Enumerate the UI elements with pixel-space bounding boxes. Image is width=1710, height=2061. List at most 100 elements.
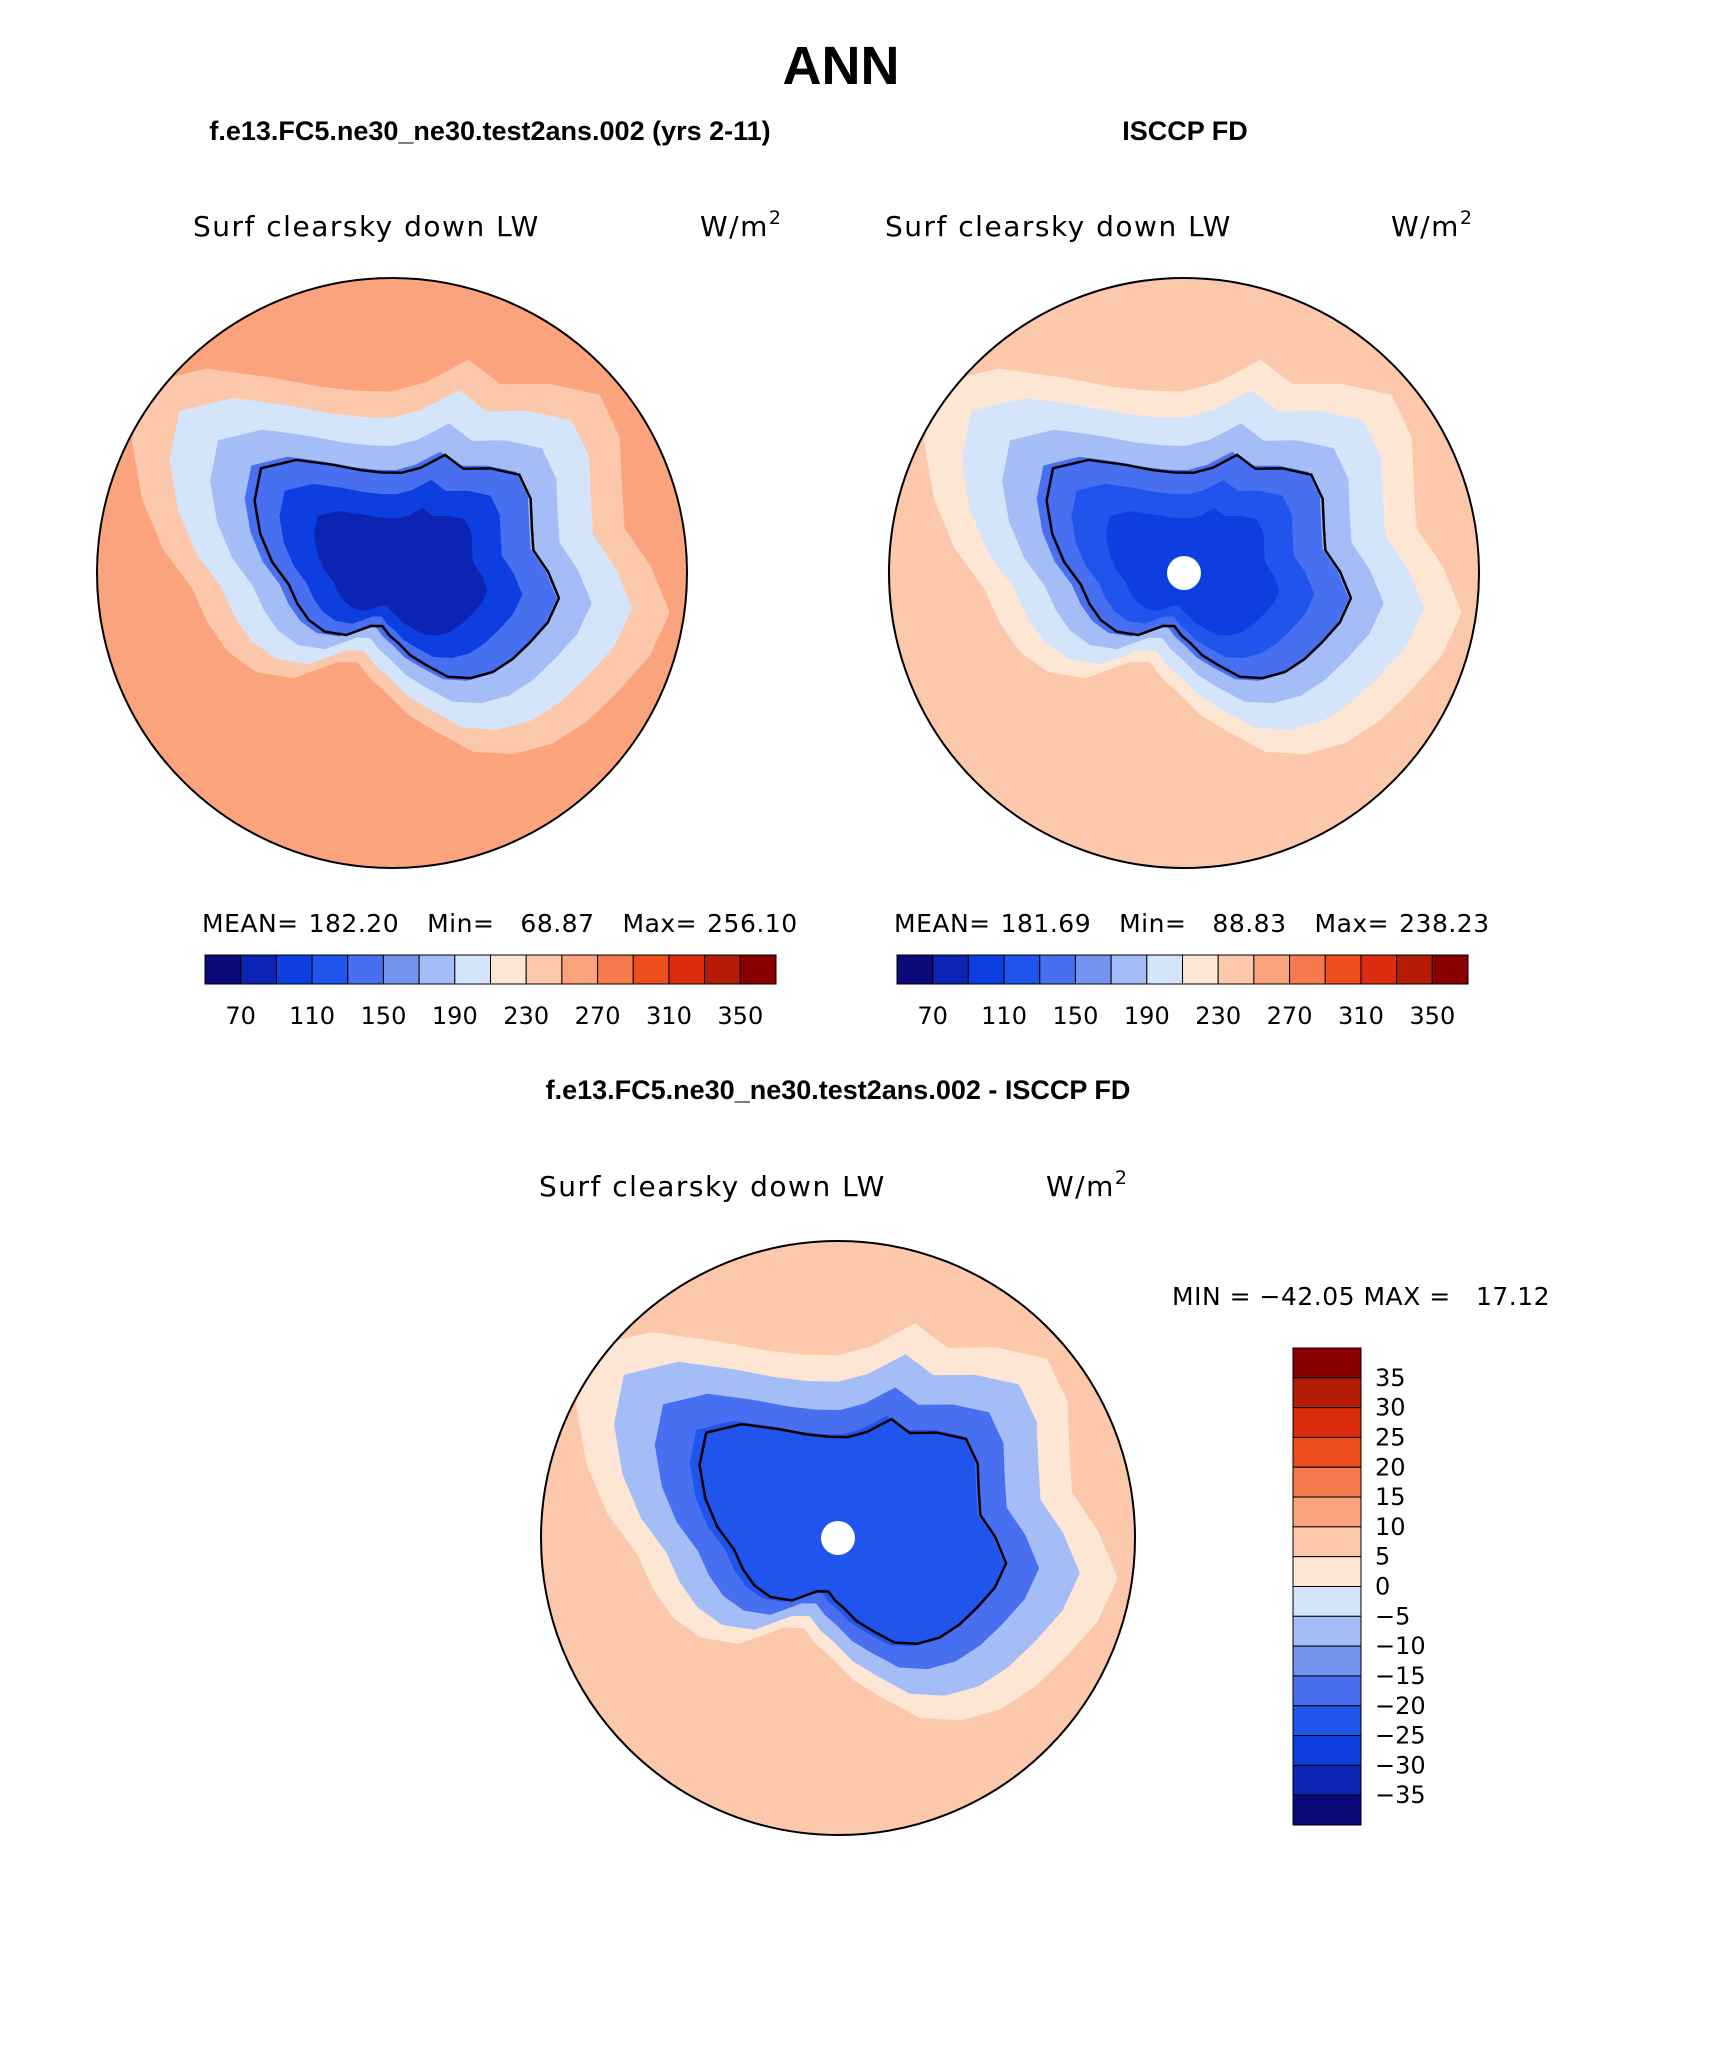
obs-missing-pole: [1167, 556, 1201, 590]
diff-colorbar-box: [1292, 1645, 1362, 1677]
diff-colorbar-box: [1292, 1764, 1362, 1796]
model-colorbar-box: [382, 954, 420, 985]
model-variable-label: Surf clearsky down LW: [193, 210, 540, 243]
obs-colorbar-box: [1289, 954, 1326, 985]
model-colorbar-box: [240, 954, 277, 985]
diff-coastline: [698, 1417, 1008, 1646]
model-units-label: W/m2: [700, 207, 783, 243]
diff-colorbar-box: [1292, 1794, 1362, 1826]
model-colorbar-label: 190: [432, 1002, 478, 1030]
diff-colorbar-label: 35: [1375, 1364, 1406, 1392]
diff-units-label: W/m2: [1046, 1167, 1129, 1203]
obs-min-value: 88.83: [1212, 909, 1286, 938]
model-colorbar-box: [204, 954, 242, 985]
obs-colorbar-box: [1431, 954, 1469, 985]
model-colorbar-box: [454, 954, 491, 985]
model-colorbar: 70 110 150 190 230 270 310 350: [204, 954, 777, 1030]
obs-colorbar-box: [1360, 954, 1398, 985]
obs-units-base: W/m: [1391, 210, 1460, 243]
model-map-border: [96, 277, 688, 869]
model-contour-band: [314, 508, 488, 636]
diff-colorbar-box: [1292, 1586, 1362, 1617]
model-colorbar-box: [525, 954, 563, 985]
obs-colorbar-box: [1146, 954, 1183, 985]
model-colorbar-box: [418, 954, 456, 985]
model-colorbar-label: 230: [503, 1002, 549, 1030]
obs-coastline: [1045, 453, 1353, 680]
diff-colorbar-label: 10: [1375, 1513, 1406, 1541]
obs-colorbar-label: 190: [1124, 1002, 1170, 1030]
obs-colorbar-label: 310: [1338, 1002, 1384, 1030]
diff-colorbar-box: [1292, 1466, 1362, 1498]
diff-colorbar-box: [1292, 1526, 1362, 1558]
diff-colorbar-box: [1292, 1615, 1362, 1647]
model-colorbar-label: 70: [225, 1002, 256, 1030]
model-units-exponent: 2: [769, 207, 783, 229]
diff-colorbar-box: [1292, 1407, 1362, 1438]
diff-colorbar-box: [1292, 1735, 1362, 1766]
diff-colorbar-label: −15: [1375, 1662, 1426, 1690]
model-min-value: 68.87: [520, 909, 594, 938]
diff-colorbar-box: [1292, 1496, 1362, 1528]
obs-max-label: Max=: [1315, 909, 1390, 938]
diff-colorbar-box: [1292, 1556, 1362, 1587]
obs-max-value: 238.23: [1399, 909, 1489, 938]
diff-colorbar-label: −30: [1375, 1751, 1426, 1779]
diff-colorbar-box: [1292, 1675, 1362, 1707]
model-colorbar-box: [490, 954, 527, 985]
diff-colorbar-label: 25: [1375, 1423, 1406, 1451]
model-colorbar-box: [668, 954, 706, 985]
diff-polar-map: [541, 1241, 1135, 1835]
obs-colorbar: 70 110 150 190 230 270 310 350: [896, 954, 1469, 1030]
obs-colorbar-label: 270: [1267, 1002, 1313, 1030]
diff-colorbar-label: −5: [1375, 1602, 1410, 1630]
obs-colorbar-label: 350: [1409, 1002, 1455, 1030]
obs-mean-value: 181.69: [1001, 909, 1091, 938]
obs-colorbar-box: [967, 954, 1005, 985]
obs-units-label: W/m2: [1391, 207, 1474, 243]
obs-colorbar-box: [1110, 954, 1148, 985]
diff-variable-label: Surf clearsky down LW: [539, 1170, 886, 1203]
model-max-value: 256.10: [707, 909, 797, 938]
obs-min-label: Min=: [1119, 909, 1186, 938]
model-units-base: W/m: [700, 210, 769, 243]
diff-colorbar-label: −35: [1375, 1781, 1426, 1809]
model-polar-map: [97, 278, 687, 868]
model-colorbar-box: [561, 954, 599, 985]
diff-colorbar-label: 20: [1375, 1453, 1406, 1481]
diff-colorbar-box: [1292, 1705, 1362, 1737]
diff-colorbar-label: 15: [1375, 1483, 1406, 1511]
obs-colorbar-label: 230: [1195, 1002, 1241, 1030]
obs-case-title: ISCCP FD: [1122, 116, 1248, 146]
model-stats: MEAN= 182.20 Min= 68.87 Max= 256.10: [202, 909, 798, 938]
diff-colorbar-label: 5: [1375, 1543, 1390, 1571]
model-colorbar-label: 110: [289, 1002, 335, 1030]
obs-mean-label: MEAN=: [894, 909, 991, 938]
diff-colorbar-box: [1292, 1377, 1362, 1409]
diff-case-title: f.e13.FC5.ne30_ne30.test2ans.002 - ISCCP…: [546, 1075, 1131, 1105]
model-colorbar-label: 150: [361, 1002, 407, 1030]
model-colorbar-label: 270: [575, 1002, 621, 1030]
model-max-label: Max=: [623, 909, 698, 938]
model-colorbar-box: [597, 954, 634, 985]
obs-colorbar-box: [1003, 954, 1041, 985]
diff-units-base: W/m: [1046, 1170, 1115, 1203]
model-colorbar-box: [311, 954, 349, 985]
diff-colorbar-label: −25: [1375, 1722, 1426, 1750]
obs-map-border: [888, 277, 1480, 869]
model-colorbar-box: [704, 954, 741, 985]
obs-stats: MEAN= 181.69 Min= 88.83 Max= 238.23: [894, 909, 1490, 938]
model-colorbar-box: [347, 954, 384, 985]
obs-colorbar-label: 150: [1053, 1002, 1099, 1030]
model-mean-label: MEAN=: [202, 909, 299, 938]
model-colorbar-box: [739, 954, 777, 985]
model-coastline: [253, 453, 561, 680]
obs-colorbar-box: [1324, 954, 1362, 985]
obs-polar-map: [889, 278, 1479, 868]
model-colorbar-label: 350: [717, 1002, 763, 1030]
obs-units-exponent: 2: [1460, 207, 1474, 229]
obs-colorbar-box: [1039, 954, 1076, 985]
model-min-label: Min=: [427, 909, 494, 938]
